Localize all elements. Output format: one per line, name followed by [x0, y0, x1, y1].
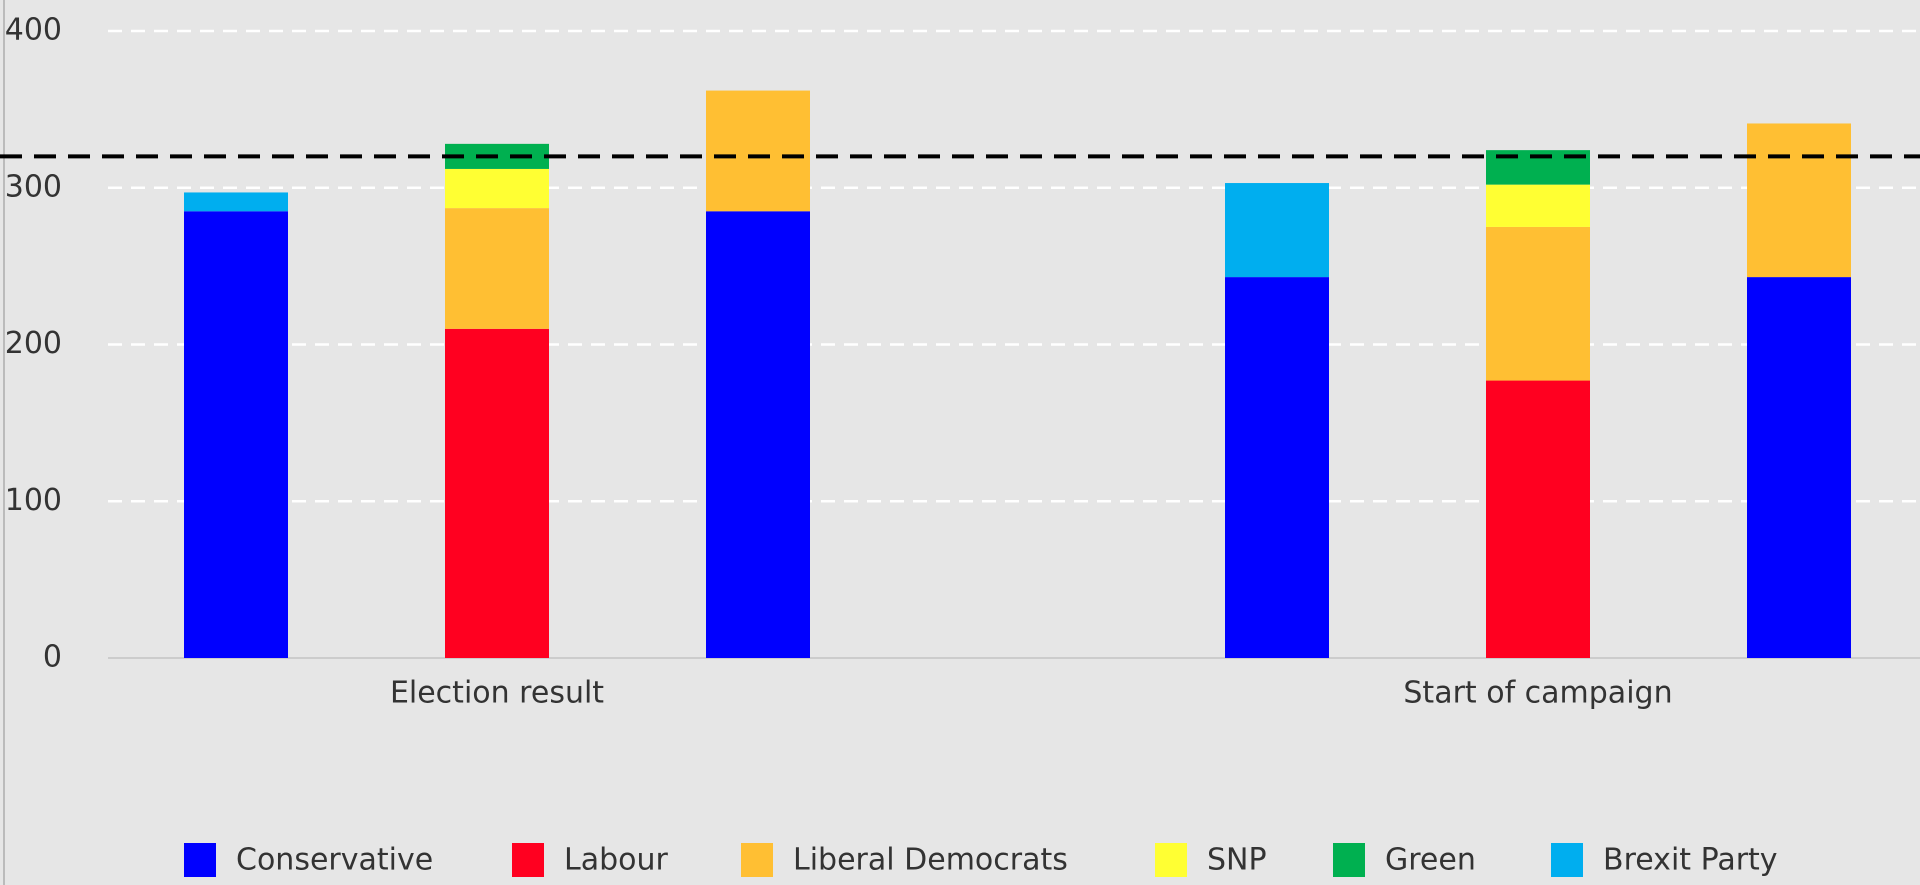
legend-label: Green — [1385, 843, 1476, 878]
bar-segment — [706, 90, 810, 212]
legend-label: SNP — [1207, 843, 1267, 878]
legend-label: Brexit Party — [1603, 843, 1778, 878]
y-tick-label: 200 — [5, 326, 62, 361]
y-tick-label: 0 — [43, 640, 62, 675]
bar-segment — [1486, 184, 1590, 227]
legend-swatch — [1551, 843, 1583, 877]
bar-segment — [445, 328, 549, 658]
bar-segment — [445, 208, 549, 329]
x-tick-label: Election result — [390, 676, 604, 711]
legend-swatch — [512, 843, 544, 877]
legend-swatch — [184, 843, 216, 877]
bar-segment — [706, 211, 810, 658]
bar-segment — [1486, 380, 1590, 658]
legend-label: Liberal Democrats — [793, 843, 1068, 878]
bar-segment — [1486, 226, 1590, 381]
y-tick-label: 100 — [5, 483, 62, 518]
bar-segment — [1747, 277, 1851, 658]
bar-segment — [184, 211, 288, 658]
bar-segment — [445, 168, 549, 209]
y-tick-label: 400 — [5, 13, 62, 48]
x-tick-label: Start of campaign — [1403, 676, 1672, 711]
legend-swatch — [1333, 843, 1365, 877]
bar-segment — [1747, 123, 1851, 278]
legend-swatch — [1155, 843, 1187, 877]
legend-swatch — [741, 843, 773, 877]
bar-segment — [1225, 183, 1329, 278]
y-tick-label: 300 — [5, 169, 62, 204]
legend-label: Labour — [564, 843, 669, 878]
bar-segment — [1225, 277, 1329, 658]
legend-label: Conservative — [236, 843, 433, 878]
bar-segment — [184, 192, 288, 212]
